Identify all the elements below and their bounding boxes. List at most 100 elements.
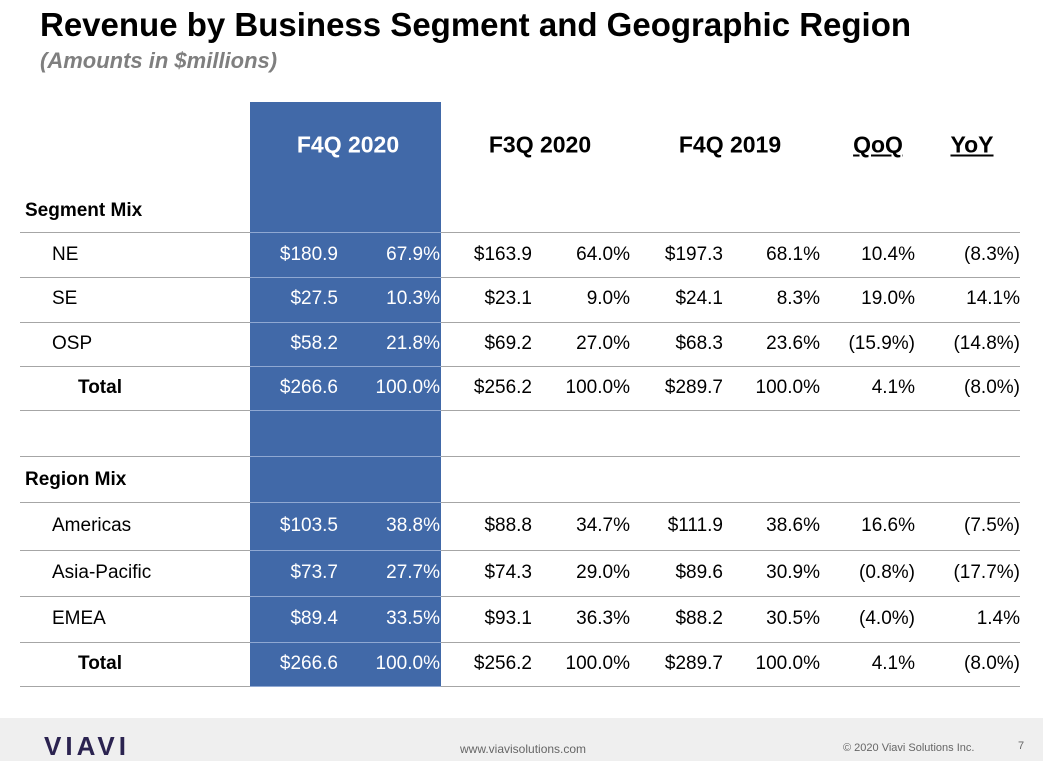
row-line (250, 232, 441, 233)
page-number: 7 (1018, 740, 1025, 752)
cell: 1.4% (976, 608, 1020, 629)
section-label: Region Mix (25, 469, 127, 490)
row-label: NE (52, 244, 79, 265)
cell: $256.2 (473, 377, 532, 398)
column-header: F3Q 2020 (488, 131, 592, 158)
row-line (250, 686, 441, 687)
cell: $58.2 (290, 333, 338, 354)
cell: 29.0% (576, 562, 630, 583)
column-header: F4Q 2020 (296, 131, 400, 158)
cell: 27.0% (576, 333, 630, 354)
row-label: OSP (52, 333, 93, 354)
cell: 30.9% (766, 562, 820, 583)
row-line (20, 502, 250, 503)
row-line (20, 596, 250, 597)
cell: 16.6% (861, 515, 915, 536)
row-line (250, 550, 441, 551)
cell: (17.7%) (953, 562, 1020, 583)
row-line (250, 277, 441, 278)
row-line (250, 502, 441, 503)
cell: 38.8% (386, 515, 440, 536)
cell: $180.9 (279, 244, 338, 265)
section-label: Segment Mix (25, 200, 143, 221)
row-label: Asia-Pacific (52, 562, 152, 583)
row-line (441, 456, 1020, 457)
row-label: Total (78, 653, 122, 674)
cell: $197.3 (664, 244, 723, 265)
cell: $69.2 (484, 333, 532, 354)
cell: $93.1 (484, 608, 532, 629)
cell: 38.6% (766, 515, 820, 536)
cell: 34.7% (576, 515, 630, 536)
row-line (441, 366, 1020, 367)
cell: $289.7 (664, 653, 723, 674)
cell: 23.6% (766, 333, 820, 354)
cell: $73.7 (290, 562, 338, 583)
cell: 19.0% (861, 288, 915, 309)
row-line (20, 456, 250, 457)
cell: $163.9 (473, 244, 532, 265)
cell: 36.3% (576, 608, 630, 629)
cell: $23.1 (484, 288, 532, 309)
cell: (15.9%) (848, 333, 915, 354)
cell: $266.6 (279, 377, 338, 398)
row-line (441, 277, 1020, 278)
cell: 100.0% (755, 653, 820, 674)
cell: (8.0%) (964, 653, 1020, 674)
row-line (20, 550, 250, 551)
cell: $24.1 (675, 288, 723, 309)
cell: 100.0% (375, 377, 440, 398)
cell: (8.0%) (964, 377, 1020, 398)
cell: 10.4% (861, 244, 915, 265)
row-line (441, 502, 1020, 503)
row-line (20, 686, 250, 687)
cell: 100.0% (565, 377, 630, 398)
cell: 4.1% (871, 653, 915, 674)
copyright: © 2020 Viavi Solutions Inc. (843, 742, 975, 754)
row-line (441, 686, 1020, 687)
footer-url: www.viavisolutions.com (460, 742, 587, 756)
column-header: YoY (950, 131, 994, 158)
row-line (441, 550, 1020, 551)
row-line (441, 410, 1020, 411)
cell: 100.0% (565, 653, 630, 674)
row-label: SE (52, 288, 78, 309)
cell: 14.1% (966, 288, 1020, 309)
cell: 100.0% (755, 377, 820, 398)
row-line (250, 366, 441, 367)
column-header: QoQ (853, 131, 903, 158)
cell: 8.3% (776, 288, 820, 309)
cell: 68.1% (766, 244, 820, 265)
cell: $266.6 (279, 653, 338, 674)
cell: (14.8%) (953, 333, 1020, 354)
cell: 9.0% (586, 288, 630, 309)
row-line (250, 642, 441, 643)
cell: $111.9 (667, 515, 723, 536)
row-line (20, 410, 250, 411)
highlight-column (250, 102, 441, 686)
cell: $27.5 (290, 288, 338, 309)
cell: $103.5 (279, 515, 338, 536)
row-line (20, 277, 250, 278)
cell: 4.1% (871, 377, 915, 398)
cell: $256.2 (473, 653, 532, 674)
column-header: F4Q 2019 (678, 131, 782, 158)
row-line (20, 642, 250, 643)
cell: 21.8% (386, 333, 440, 354)
row-line (250, 456, 441, 457)
cell: $89.6 (675, 562, 723, 583)
row-line (20, 322, 250, 323)
cell: (8.3%) (964, 244, 1020, 265)
cell: $88.8 (484, 515, 532, 536)
cell: $89.4 (290, 608, 338, 629)
row-label: Americas (52, 515, 132, 536)
row-line (20, 366, 250, 367)
row-line (441, 322, 1020, 323)
cell: 30.5% (766, 608, 820, 629)
cell: (7.5%) (964, 515, 1020, 536)
cell: 10.3% (386, 288, 440, 309)
cell: $74.3 (484, 562, 532, 583)
cell: $289.7 (664, 377, 723, 398)
logo: VIAVI (44, 731, 130, 761)
cell: 100.0% (375, 653, 440, 674)
